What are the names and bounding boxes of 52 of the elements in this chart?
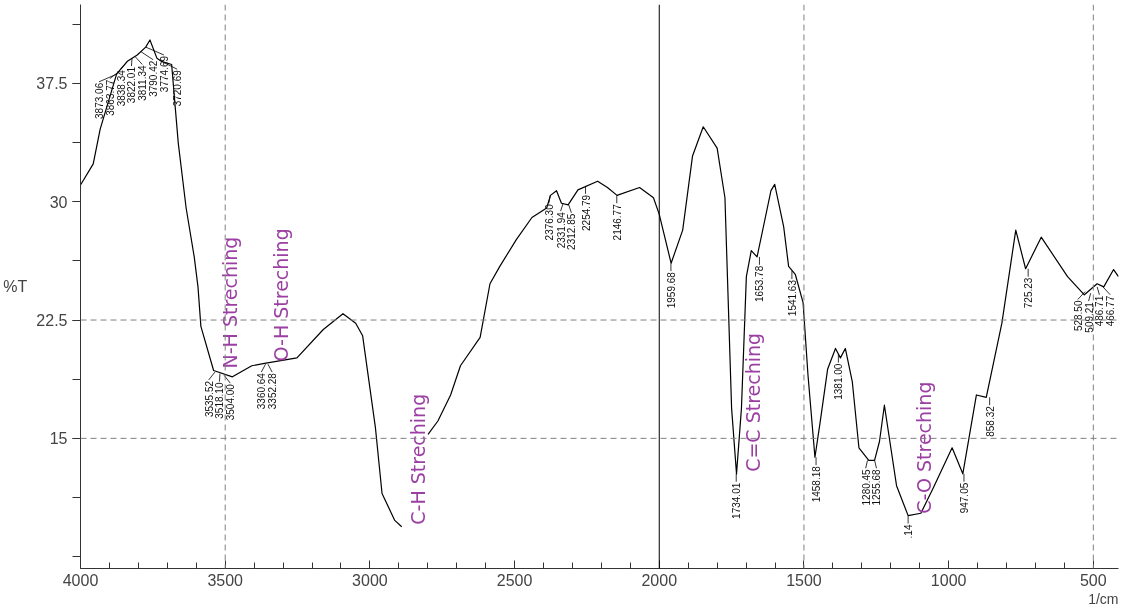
x-tick-label: 1500 <box>786 571 822 589</box>
annotation: 2146.77 <box>611 203 623 241</box>
x-tick-label: 1000 <box>930 571 967 589</box>
x-tick-label: 500 <box>1079 571 1107 589</box>
annotation: 947.05 <box>958 482 970 514</box>
annotation: 3360.64 <box>256 372 268 410</box>
annotation: 3822.01 <box>126 66 138 104</box>
x-axis-title: 1/cm <box>1088 590 1119 606</box>
annotation: 3535.52 <box>203 380 215 418</box>
annotation: 3504.00 <box>225 383 237 421</box>
annotation: 2331.94 <box>555 211 567 249</box>
x-tick-label: 3500 <box>207 571 244 589</box>
annotation: 3720.69 <box>172 69 184 107</box>
y-tick-label: 37.5 <box>36 75 68 93</box>
x-tick-label: 2500 <box>496 571 533 589</box>
annotation: 1734.01 <box>731 482 743 519</box>
annotation: 509.21 <box>1083 301 1095 333</box>
annotation: 1255.68 <box>871 468 883 506</box>
annotation: 3863.77 <box>104 79 116 116</box>
annotation: 1280.45 <box>860 468 872 506</box>
x-tick-label: 3000 <box>352 571 388 589</box>
annotation: 3790.42 <box>148 60 160 97</box>
annotation: 3811.34 <box>137 65 149 101</box>
y-tick-label: 15 <box>49 430 68 448</box>
annotation: C=C Streching <box>741 332 764 472</box>
annotation: 858.32 <box>984 405 996 437</box>
y-tick-label: 22.5 <box>36 312 68 330</box>
annotation: 1458.18 <box>811 465 823 503</box>
annotation: 3518.10 <box>214 382 226 419</box>
x-tick-label: 4000 <box>62 571 99 589</box>
annotation: 1959.68 <box>665 271 677 309</box>
annotation: 2254.79 <box>580 194 592 231</box>
annotation: 1653.78 <box>754 265 766 302</box>
annotation: 486.71 <box>1094 295 1106 327</box>
annotation: .14 <box>903 524 915 539</box>
annotation: 3774.69 <box>158 55 170 93</box>
annotation: C-H Streching <box>406 393 429 525</box>
annotation: 3352.28 <box>267 372 279 410</box>
x-tick-label: 2000 <box>641 571 678 589</box>
annotation: N-H Streching <box>218 236 241 369</box>
y-tick-label: 30 <box>49 193 68 211</box>
annotation: 2376.30 <box>543 203 555 241</box>
annotation: 1541.63 <box>786 279 798 317</box>
annotation: C-O Streching <box>913 381 936 514</box>
annotation: 1381.00 <box>833 363 845 400</box>
y-axis-title: %T <box>3 278 28 295</box>
annotation: 3873.06 <box>94 82 106 119</box>
annotation: 725.23 <box>1023 277 1035 309</box>
annotation: 2312.85 <box>566 213 578 250</box>
annotation: 466.77 <box>1105 295 1117 327</box>
annotation: O-H Streching <box>269 228 292 362</box>
annotation: 528.50 <box>1072 300 1084 332</box>
